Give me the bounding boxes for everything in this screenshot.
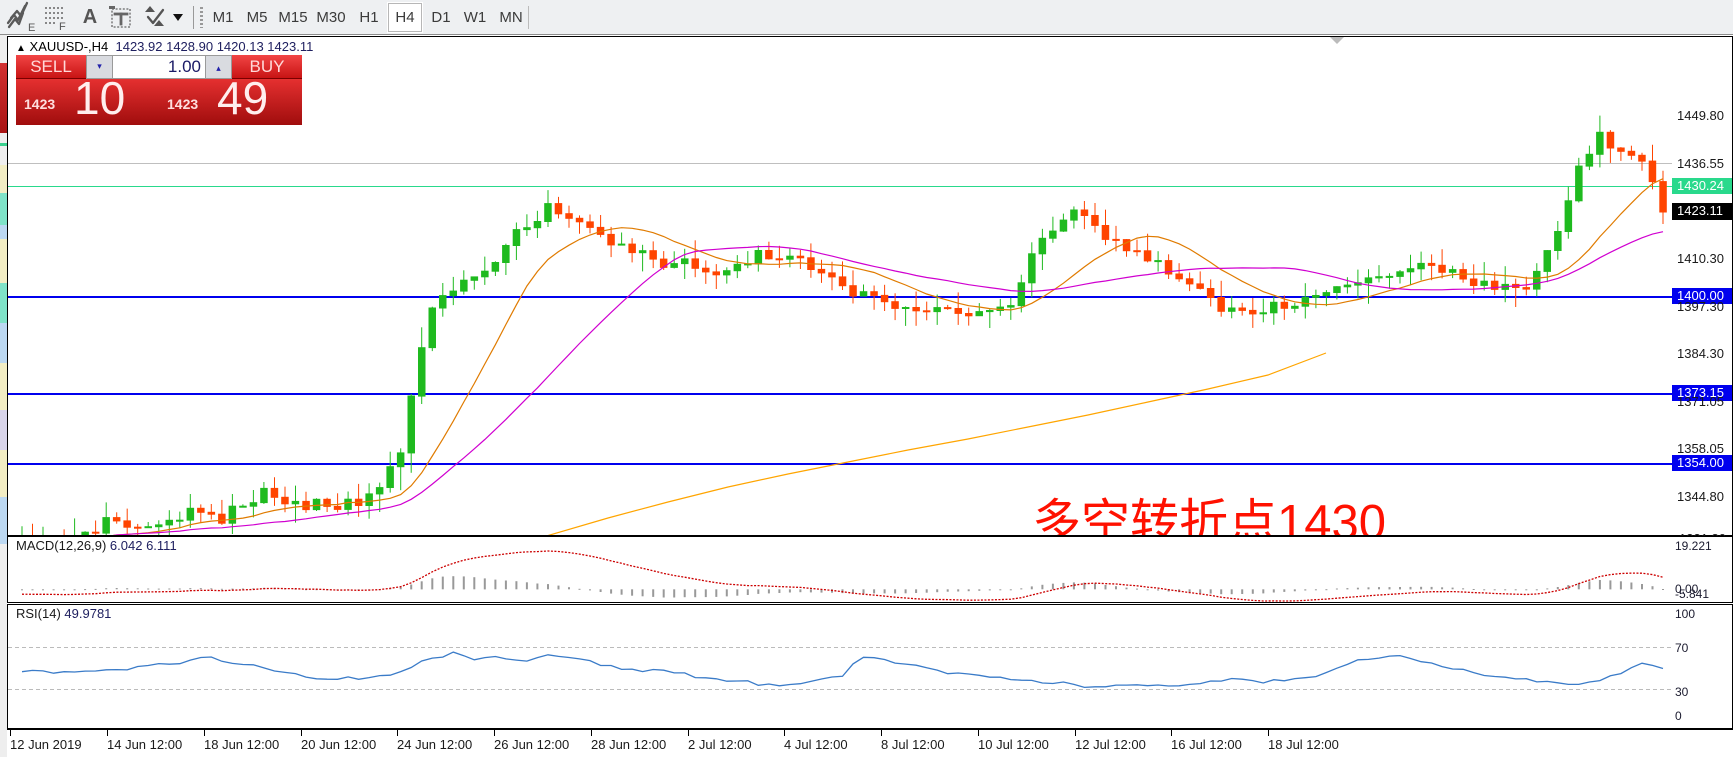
svg-text:F: F <box>59 21 66 33</box>
svg-text:E: E <box>28 22 35 34</box>
